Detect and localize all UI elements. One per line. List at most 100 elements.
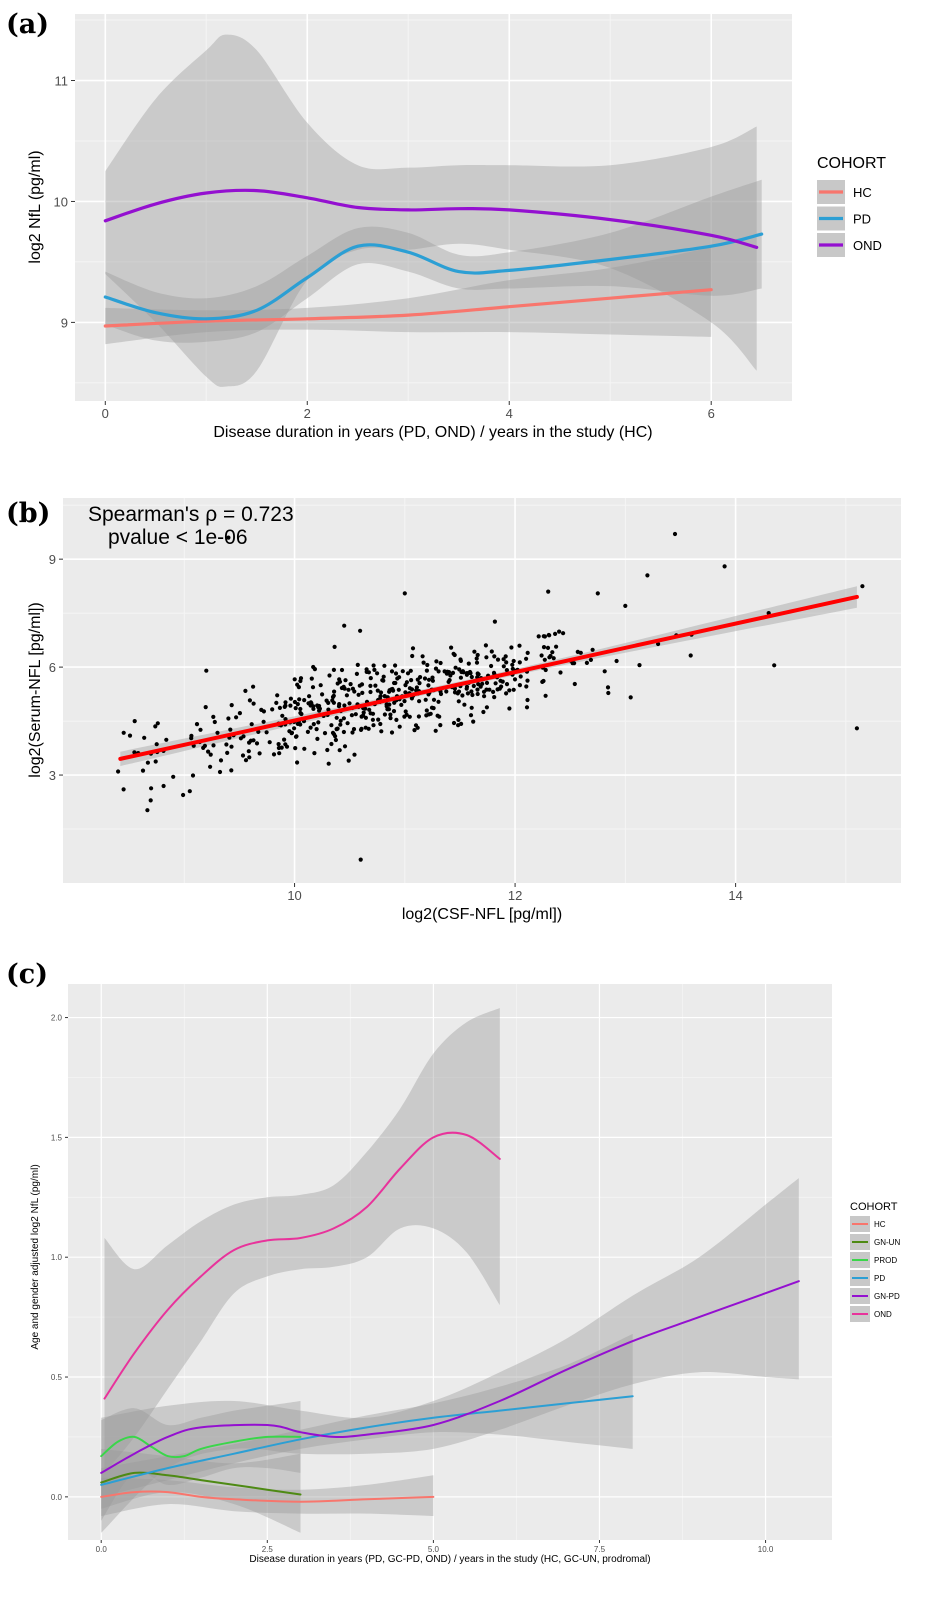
scatter-point <box>254 741 260 746</box>
scatter-point <box>458 658 463 664</box>
scatter-point <box>504 691 509 696</box>
scatter-point <box>645 573 650 578</box>
scatter-point <box>487 687 492 692</box>
scatter-point <box>525 697 530 703</box>
scatter-point <box>361 710 366 715</box>
scatter-point <box>504 668 509 673</box>
scatter-point <box>371 723 376 728</box>
scatter-point <box>190 773 196 778</box>
scatter-point <box>372 667 377 673</box>
scatter-point <box>860 584 865 589</box>
scatter-point <box>308 725 313 730</box>
panel-c-x-axis-title: Disease duration in years (PD, GC-PD, ON… <box>249 1554 650 1565</box>
scatter-point <box>359 682 365 687</box>
scatter-point <box>407 686 412 691</box>
scatter-point <box>614 658 619 664</box>
scatter-point <box>438 723 443 728</box>
scatter-point <box>536 634 541 639</box>
scatter-point <box>492 695 497 700</box>
y-tick-label: 9 <box>49 552 56 567</box>
series-line-ond <box>103 1131 501 1400</box>
panel-b-x-ticks: 10 12 14 <box>287 883 743 903</box>
scatter-point <box>359 714 364 719</box>
panel-a-legend: COHORT HC PD OND <box>817 155 886 257</box>
scatter-point <box>181 792 186 798</box>
scatter-point <box>540 679 545 685</box>
scatter-point <box>358 628 363 633</box>
scatter-point <box>202 743 207 749</box>
scatter-point <box>322 731 328 736</box>
scatter-point <box>229 703 234 708</box>
scatter-point <box>539 653 544 658</box>
scatter-point <box>378 721 383 727</box>
scatter-point <box>393 680 398 686</box>
scatter-point <box>337 677 342 682</box>
scatter-point <box>551 656 556 661</box>
panel-a-series-lines <box>103 188 764 328</box>
scatter-point <box>475 691 480 697</box>
scatter-point <box>358 857 363 862</box>
scatter-point <box>399 702 404 708</box>
scatter-point <box>121 787 126 792</box>
scatter-point <box>517 643 522 648</box>
scatter-point <box>354 671 359 677</box>
scatter-point <box>251 684 256 689</box>
scatter-point <box>722 564 727 569</box>
scatter-point <box>483 643 488 648</box>
scatter-point <box>606 690 611 696</box>
scatter-point <box>484 655 489 660</box>
panel-c-x-ticks: 0.0 2.5 5.0 7.5 10.0 <box>96 1540 774 1554</box>
scatter-point <box>155 721 160 726</box>
scatter-point <box>495 657 501 662</box>
scatter-point <box>318 683 323 688</box>
scatter-point <box>316 720 321 725</box>
scatter-point <box>570 661 575 666</box>
scatter-point <box>402 591 407 596</box>
panel-b-y-ticks: 3 6 9 <box>49 552 63 783</box>
panel-a-x-axis-title: Disease duration in years (PD, OND) / ye… <box>213 424 652 441</box>
scatter-point <box>501 657 506 662</box>
scatter-point <box>312 751 317 756</box>
scatter-point <box>458 675 463 680</box>
panel-c-legend: COHORT HC GN-UN PROD PD GN-PD OND <box>850 1201 900 1322</box>
scatter-point <box>154 742 159 747</box>
scatter-point <box>428 711 433 716</box>
scatter-point <box>121 730 126 735</box>
scatter-point <box>251 738 256 743</box>
scatter-point <box>370 717 375 722</box>
panel-a-label: (a) <box>6 9 49 40</box>
scatter-point <box>553 631 558 637</box>
scatter-point <box>429 705 435 710</box>
panel-b-pvalue-annotation: pvalue < 1e-06 <box>108 526 248 549</box>
scatter-point <box>309 676 314 681</box>
series-line-gn-pd <box>100 1280 800 1474</box>
scatter-point <box>524 705 530 710</box>
scatter-point <box>543 667 548 673</box>
scatter-point <box>509 645 514 650</box>
scatter-point <box>395 676 400 681</box>
scatter-point <box>132 719 137 724</box>
band-gn-un <box>101 1448 301 1533</box>
scatter-point <box>524 684 529 689</box>
scatter-point <box>393 663 398 668</box>
panel-b-spearman-annotation: Spearman's ρ = 0.723 <box>88 503 294 526</box>
scatter-point <box>588 657 594 663</box>
scatter-point <box>478 684 483 689</box>
scatter-point <box>215 730 220 735</box>
scatter-point <box>287 729 292 734</box>
scatter-point <box>489 649 494 654</box>
scatter-point <box>410 646 416 651</box>
scatter-point <box>310 685 316 690</box>
x-tick-label: 4 <box>506 406 513 421</box>
scatter-point <box>434 659 439 664</box>
scatter-point <box>546 589 551 594</box>
panel-a-x-ticks: 0 2 4 6 <box>102 401 715 421</box>
scatter-point <box>482 694 487 699</box>
scatter-point <box>602 669 607 674</box>
scatter-point <box>153 724 158 729</box>
scatter-point <box>547 633 552 638</box>
x-tick-label: 2.5 <box>262 1545 274 1554</box>
scatter-point <box>402 714 407 719</box>
scatter-point <box>339 667 345 673</box>
scatter-point <box>344 693 349 698</box>
